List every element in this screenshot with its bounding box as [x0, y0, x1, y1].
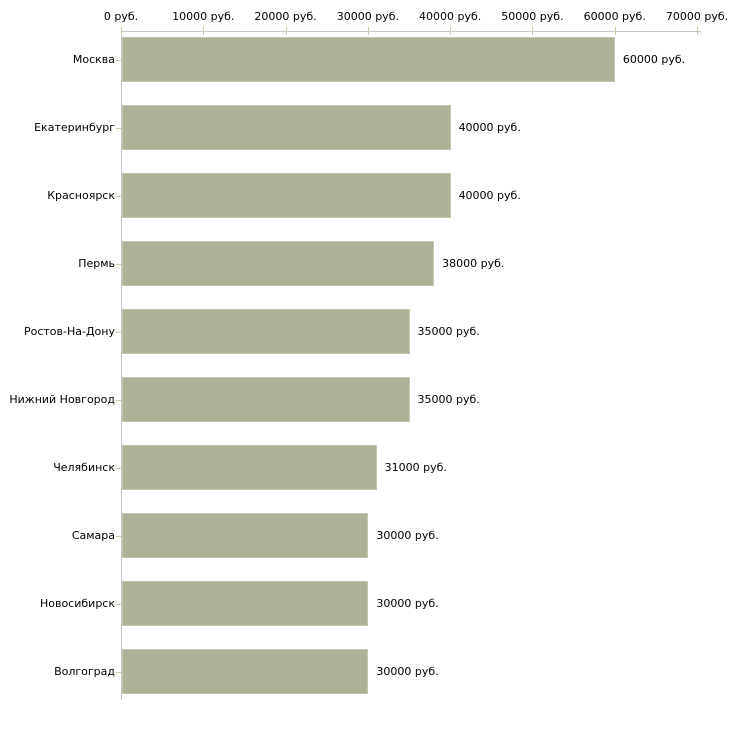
- x-axis-tick-label: 0 руб.: [103, 10, 139, 23]
- bar-row: Ростов-На-Дону 35000 руб.: [24, 309, 697, 354]
- value-label: 35000 руб.: [417, 325, 480, 338]
- y-axis-tick: [116, 535, 121, 537]
- x-axis-tick: [697, 27, 698, 35]
- value-label: 31000 руб.: [384, 461, 447, 474]
- bar-row: Новосибирск 30000 руб.: [40, 581, 697, 626]
- category-label: Нижний Новгород: [9, 393, 115, 406]
- y-axis-tick: [116, 331, 121, 333]
- value-label: 30000 руб.: [376, 597, 439, 610]
- bar-row: Екатеринбург 40000 руб.: [34, 105, 697, 150]
- value-label: 30000 руб.: [376, 529, 439, 542]
- category-label: Новосибирск: [39, 597, 115, 610]
- x-axis-tick: [614, 27, 616, 35]
- x-axis-tick: [532, 27, 534, 35]
- value-bar: [122, 309, 410, 354]
- category-label: Самара: [71, 529, 115, 542]
- value-label: 38000 руб.: [442, 257, 505, 270]
- y-axis-line: [121, 31, 122, 700]
- x-axis-line: [121, 31, 701, 32]
- category-label: Волгоград: [54, 665, 115, 678]
- x-axis-tick-label: 40000 руб.: [419, 10, 482, 23]
- y-axis-tick: [116, 127, 121, 129]
- x-axis-tick-label: 30000 руб.: [336, 10, 399, 23]
- bar-rows-container: Москва 60000 руб. Екатеринбург 40000 руб. Кр…: [9, 37, 697, 717]
- bar-row: Пермь 38000 руб.: [78, 241, 697, 286]
- bar-row: Нижний Новгород 35000 руб.: [9, 377, 697, 422]
- category-label: Красноярск: [47, 189, 115, 202]
- value-bar: [122, 241, 435, 286]
- value-bar: [122, 105, 451, 150]
- y-axis-tick: [116, 399, 121, 401]
- value-label: 30000 руб.: [376, 665, 439, 678]
- x-axis-tick: [450, 27, 452, 35]
- x-axis-tick-label: 60000 руб.: [583, 10, 646, 23]
- y-axis-tick: [116, 195, 121, 197]
- value-bar: [122, 37, 615, 82]
- category-label: Пермь: [78, 257, 115, 270]
- y-axis-tick: [116, 603, 121, 605]
- x-axis-tick: [203, 27, 205, 35]
- y-axis-tick: [116, 671, 121, 673]
- y-axis-tick: [116, 59, 121, 61]
- y-axis-tick: [116, 263, 121, 265]
- x-axis-tick: [285, 27, 287, 35]
- bar-row: Самара 30000 руб.: [72, 513, 697, 558]
- category-label: Челябинск: [53, 461, 115, 474]
- x-axis-tick: [121, 27, 122, 35]
- plot-area: Москва 60000 руб. Екатеринбург 40000 руб. Кр…: [9, 10, 728, 700]
- value-bar: [122, 649, 369, 694]
- bar-row: Красноярск 40000 руб.: [47, 173, 697, 218]
- value-bar: [122, 581, 369, 626]
- value-label: 60000 руб.: [622, 53, 686, 66]
- category-label: Ростов-На-Дону: [23, 325, 115, 338]
- x-axis-tick-label: 20000 руб.: [254, 10, 317, 23]
- bar-row: Челябинск 31000 руб.: [53, 445, 697, 490]
- value-label: 40000 руб.: [458, 189, 521, 202]
- x-axis-tick-label: 50000 руб.: [501, 10, 564, 23]
- x-axis-tick-label: 70000 руб.: [665, 10, 729, 23]
- bar-row: Москва 60000 руб.: [73, 37, 697, 82]
- category-label: Москва: [72, 53, 115, 66]
- x-axis-tick: [367, 27, 369, 35]
- category-label: Екатеринбург: [34, 121, 115, 134]
- value-bar: [122, 173, 451, 218]
- value-bar: [122, 513, 369, 558]
- value-bar: [122, 377, 410, 422]
- value-label: 35000 руб.: [417, 393, 480, 406]
- x-axis-tick-label: 10000 руб.: [172, 10, 235, 23]
- bar-row: Волгоград 30000 руб.: [54, 649, 697, 694]
- value-bar: [122, 445, 377, 490]
- y-axis-tick: [116, 467, 121, 469]
- value-label: 40000 руб.: [458, 121, 521, 134]
